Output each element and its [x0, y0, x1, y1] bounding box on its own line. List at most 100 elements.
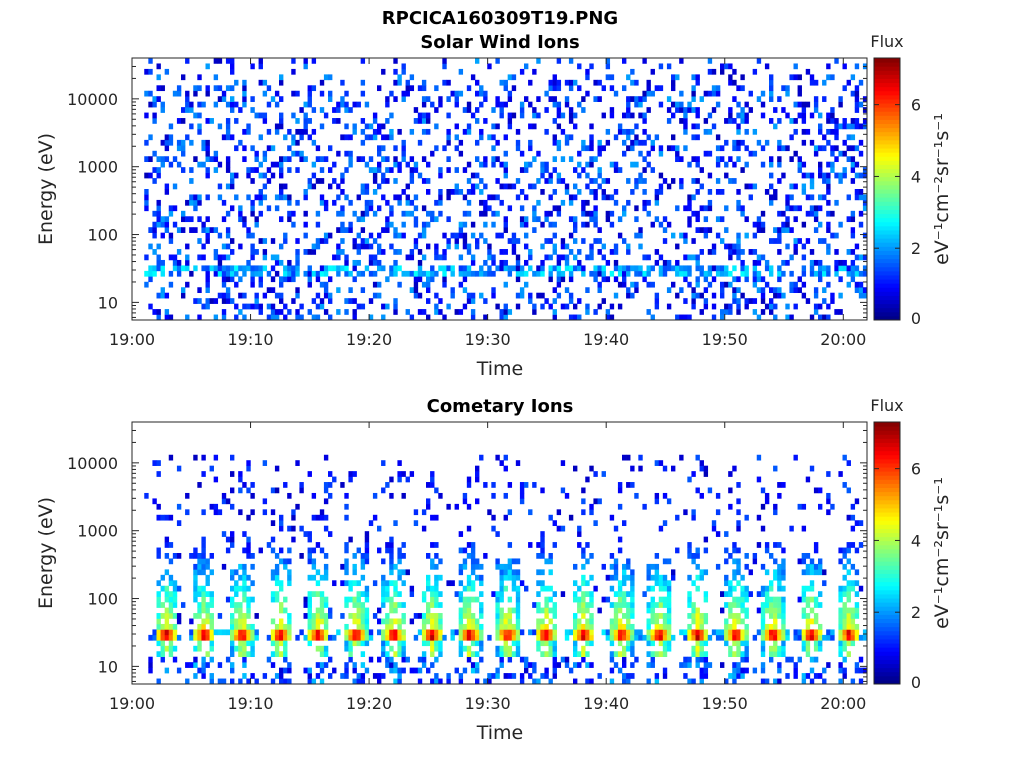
flux-cell — [622, 602, 627, 608]
flux-cell — [683, 232, 688, 239]
flux-cell — [368, 205, 374, 212]
flux-cell — [617, 270, 623, 277]
flux-cell — [813, 569, 819, 576]
flux-cell — [687, 662, 692, 668]
flux-cell — [764, 547, 770, 554]
flux-cell — [801, 525, 807, 532]
flux-cell — [789, 194, 794, 201]
colorbar-segment — [874, 270, 900, 276]
flux-cell — [372, 167, 378, 173]
flux-cell — [377, 243, 382, 250]
flux-cell — [854, 287, 860, 294]
flux-cell — [246, 227, 251, 233]
flux-cell — [446, 128, 451, 135]
flux-cell — [483, 210, 488, 217]
flux-cell — [413, 216, 419, 223]
flux-cell — [176, 227, 182, 233]
flux-cell — [393, 68, 398, 75]
flux-cell — [372, 118, 378, 124]
flux-cell — [818, 602, 823, 608]
flux-cell — [242, 662, 247, 668]
flux-cell — [626, 265, 631, 272]
flux-cell — [609, 634, 615, 641]
flux-cell — [801, 629, 807, 636]
colorbar-segment — [874, 172, 900, 178]
flux-cell — [544, 613, 549, 619]
flux-cell — [809, 270, 815, 277]
flux-cell — [332, 476, 337, 483]
flux-cell — [634, 216, 639, 223]
flux-cell — [540, 629, 545, 636]
flux-cell — [442, 281, 447, 288]
flux-cell — [340, 613, 345, 619]
flux-cell — [515, 145, 521, 152]
flux-cell — [854, 85, 860, 92]
flux-cell — [368, 520, 374, 527]
flux-cell — [818, 238, 823, 244]
flux-cell — [744, 232, 749, 239]
flux-cell — [622, 210, 627, 217]
flux-cell — [352, 553, 357, 559]
flux-cell — [593, 471, 598, 477]
flux-cell — [185, 216, 190, 223]
colorbar-segment — [874, 565, 900, 570]
flux-cell — [777, 629, 782, 636]
flux-cell — [846, 270, 851, 277]
flux-cell — [430, 634, 435, 641]
flux-cell — [528, 183, 533, 190]
flux-cell — [234, 270, 239, 277]
flux-cell — [617, 216, 623, 223]
flux-cell — [601, 189, 606, 195]
flux-cell — [577, 623, 582, 630]
flux-cell — [654, 673, 660, 679]
flux-cell — [597, 270, 602, 277]
colorbar-segment — [874, 90, 900, 96]
flux-cell — [671, 178, 676, 184]
flux-cell — [573, 167, 578, 173]
flux-cell — [617, 634, 623, 641]
flux-cell — [728, 591, 733, 597]
flux-cell — [695, 156, 700, 163]
flux-cell — [781, 640, 786, 647]
flux-cell — [475, 574, 480, 581]
flux-cell — [622, 613, 627, 619]
flux-cell — [221, 265, 227, 272]
flux-cell — [797, 558, 802, 565]
flux-cell — [577, 585, 582, 592]
flux-cell — [773, 596, 778, 603]
flux-cell — [720, 309, 725, 315]
flux-cell — [156, 210, 161, 217]
flux-cell — [564, 634, 570, 641]
flux-cell — [850, 249, 856, 255]
flux-cell — [838, 292, 843, 299]
flux-cell — [646, 651, 651, 658]
flux-cell — [846, 623, 851, 630]
flux-cell — [185, 678, 190, 685]
flux-cell — [421, 509, 427, 516]
flux-cell — [487, 254, 492, 261]
flux-cell — [605, 178, 611, 184]
flux-cell — [172, 613, 178, 619]
flux-cell — [409, 314, 415, 321]
flux-cell — [609, 602, 615, 608]
flux-cell — [683, 123, 688, 130]
flux-cell — [552, 96, 557, 102]
flux-cell — [813, 287, 819, 294]
flux-cell — [307, 558, 312, 565]
flux-cell — [270, 662, 276, 668]
colorbar-segment — [874, 626, 900, 632]
flux-cell — [405, 90, 410, 97]
flux-cell — [164, 309, 170, 315]
flux-cell — [789, 183, 794, 190]
flux-cell — [556, 205, 562, 212]
flux-cell — [393, 265, 398, 272]
flux-cell — [671, 101, 676, 108]
flux-cell — [773, 618, 778, 625]
flux-cell — [401, 96, 406, 102]
flux-cell — [507, 118, 513, 124]
flux-cell — [507, 607, 513, 614]
flux-cell — [434, 623, 439, 630]
flux-cell — [511, 634, 517, 641]
flux-cell — [250, 265, 255, 272]
flux-cell — [548, 254, 553, 261]
